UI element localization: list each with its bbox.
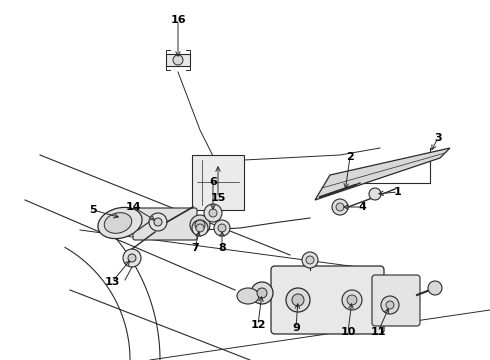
Circle shape <box>286 288 310 312</box>
Text: 1: 1 <box>394 187 402 197</box>
Circle shape <box>428 281 442 295</box>
Text: 13: 13 <box>104 277 120 287</box>
Text: 2: 2 <box>346 152 354 162</box>
Circle shape <box>257 288 267 298</box>
Circle shape <box>381 296 399 314</box>
Circle shape <box>306 256 314 264</box>
Circle shape <box>214 220 230 236</box>
Ellipse shape <box>104 213 132 233</box>
Circle shape <box>209 209 217 217</box>
Circle shape <box>347 295 357 305</box>
Circle shape <box>196 224 204 232</box>
Text: 15: 15 <box>210 193 226 203</box>
Polygon shape <box>315 148 450 200</box>
Circle shape <box>336 203 344 211</box>
Circle shape <box>128 254 136 262</box>
Text: 14: 14 <box>125 202 141 212</box>
Circle shape <box>149 213 167 231</box>
FancyBboxPatch shape <box>133 208 197 240</box>
Circle shape <box>192 220 208 236</box>
Circle shape <box>190 215 210 235</box>
Circle shape <box>302 252 318 268</box>
Text: 8: 8 <box>218 243 226 253</box>
Circle shape <box>204 204 222 222</box>
Circle shape <box>342 290 362 310</box>
Bar <box>166 54 190 66</box>
Circle shape <box>173 55 183 65</box>
Bar <box>192 155 244 210</box>
Circle shape <box>195 220 205 230</box>
Circle shape <box>292 294 304 306</box>
Circle shape <box>154 218 162 226</box>
Text: 6: 6 <box>209 177 217 187</box>
Circle shape <box>251 282 273 304</box>
FancyBboxPatch shape <box>372 275 420 326</box>
Circle shape <box>123 249 141 267</box>
FancyBboxPatch shape <box>271 266 384 334</box>
Circle shape <box>332 199 348 215</box>
Text: 9: 9 <box>292 323 300 333</box>
Text: 3: 3 <box>434 133 442 143</box>
Circle shape <box>218 224 226 232</box>
Circle shape <box>386 301 394 309</box>
Text: 16: 16 <box>170 15 186 25</box>
Circle shape <box>369 188 381 200</box>
Ellipse shape <box>98 207 142 239</box>
Text: 12: 12 <box>250 320 266 330</box>
Ellipse shape <box>237 288 259 304</box>
Text: 4: 4 <box>358 202 366 212</box>
Text: 7: 7 <box>191 243 199 253</box>
Text: 10: 10 <box>341 327 356 337</box>
Text: 5: 5 <box>89 205 97 215</box>
Text: 11: 11 <box>370 327 386 337</box>
